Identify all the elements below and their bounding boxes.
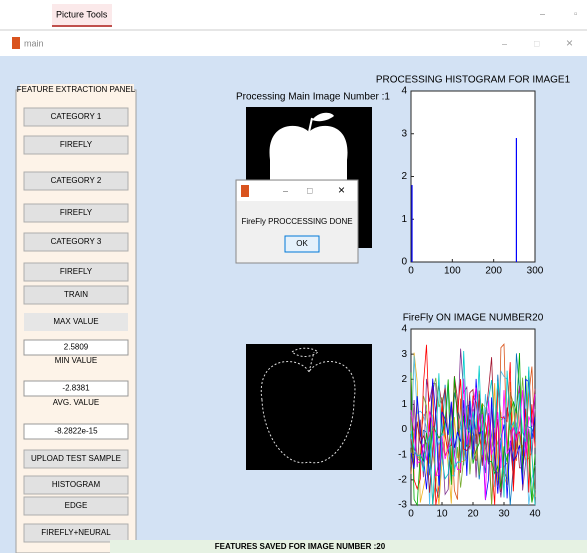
button-label[interactable]: CATEGORY 3 [51, 237, 102, 246]
y-tick-label: -2 [398, 474, 407, 485]
win-close[interactable]: × [566, 36, 573, 50]
x-tick-label: 20 [467, 509, 479, 520]
dialog-message: FireFly PROCCESSING DONE [241, 217, 352, 226]
window-title: main [24, 38, 44, 48]
y-tick-label: 1 [401, 214, 407, 225]
panel-items: CATEGORY 1 FIREFLY CATEGORY 2 FIREFLY CATEGO… [24, 108, 128, 542]
ribbon-tab[interactable]: Picture Tools [56, 9, 108, 19]
axes-title: FireFly ON IMAGE NUMBER20 [403, 313, 544, 324]
screen: Picture Tools – ▫ main – □ × FEATURE EXT… [0, 0, 587, 553]
y-tick-label: -3 [398, 500, 407, 511]
y-tick-label: 4 [401, 86, 407, 97]
button-label[interactable]: FIREFLY [60, 267, 93, 276]
y-tick-label: 0 [401, 424, 407, 435]
y-tick-label: 3 [401, 349, 407, 360]
button-label[interactable]: FIREFLY+NEURAL [41, 528, 111, 537]
dialog: – □ × FireFly PROCCESSING DONE OK [236, 180, 358, 263]
minimize[interactable]: – [540, 8, 545, 18]
app-icon [12, 37, 20, 49]
x-tick-label: 0 [408, 509, 414, 520]
dialog-min[interactable]: – [283, 185, 288, 195]
button-label[interactable]: HISTOGRAM [52, 480, 101, 489]
ok-label[interactable]: OK [296, 239, 308, 248]
x-tick-label: 100 [444, 266, 461, 277]
status: FEATURES SAVED FOR IMAGE NUMBER :20 [215, 542, 386, 551]
x-tick-label: 200 [485, 266, 502, 277]
y-tick-label: -1 [398, 449, 407, 460]
button-label[interactable]: CATEGORY 1 [51, 112, 102, 121]
dialog-close[interactable]: × [338, 183, 345, 197]
panel-title: FEATURE EXTRACTION PANEL [17, 85, 136, 94]
label-label: AVG. VALUE [53, 398, 99, 407]
x-tick-label: 40 [529, 509, 541, 520]
dialog-max[interactable]: □ [307, 185, 313, 195]
restore[interactable]: ▫ [574, 8, 577, 18]
button-label[interactable]: CATEGORY 2 [51, 176, 102, 185]
y-tick-label: 0 [401, 257, 407, 268]
axes-title: PROCESSING HISTOGRAM FOR IMAGE1 [376, 75, 571, 86]
image2 [246, 344, 372, 470]
button-label[interactable]: UPLOAD TEST SAMPLE [31, 454, 121, 463]
button-label[interactable]: EDGE [65, 501, 88, 510]
image1-caption: Processing Main Image Number :1 [236, 92, 390, 103]
label-label: MAX VALUE [53, 317, 98, 326]
x-tick-label: 0 [408, 266, 414, 277]
x-tick-label: 300 [527, 266, 544, 277]
x-tick-label: 10 [436, 509, 448, 520]
win-max[interactable]: □ [534, 38, 540, 48]
field-label[interactable]: -8.2822e-15 [54, 427, 98, 436]
field-label[interactable]: -2.8381 [62, 384, 90, 393]
button-label[interactable]: FIREFLY [60, 140, 93, 149]
y-tick-label: 1 [401, 399, 407, 410]
label-label: MIN VALUE [55, 356, 98, 365]
button-label[interactable]: TRAIN [64, 290, 88, 299]
y-tick-label: 2 [401, 374, 407, 385]
x-tick-label: 30 [498, 509, 510, 520]
field-label[interactable]: 2.5809 [64, 343, 89, 352]
dialog-icon [241, 185, 249, 197]
y-tick-label: 3 [401, 128, 407, 139]
button-label[interactable]: FIREFLY [60, 208, 93, 217]
win-min[interactable]: – [502, 38, 507, 48]
y-tick-label: 2 [401, 171, 407, 182]
y-tick-label: 4 [401, 324, 407, 335]
